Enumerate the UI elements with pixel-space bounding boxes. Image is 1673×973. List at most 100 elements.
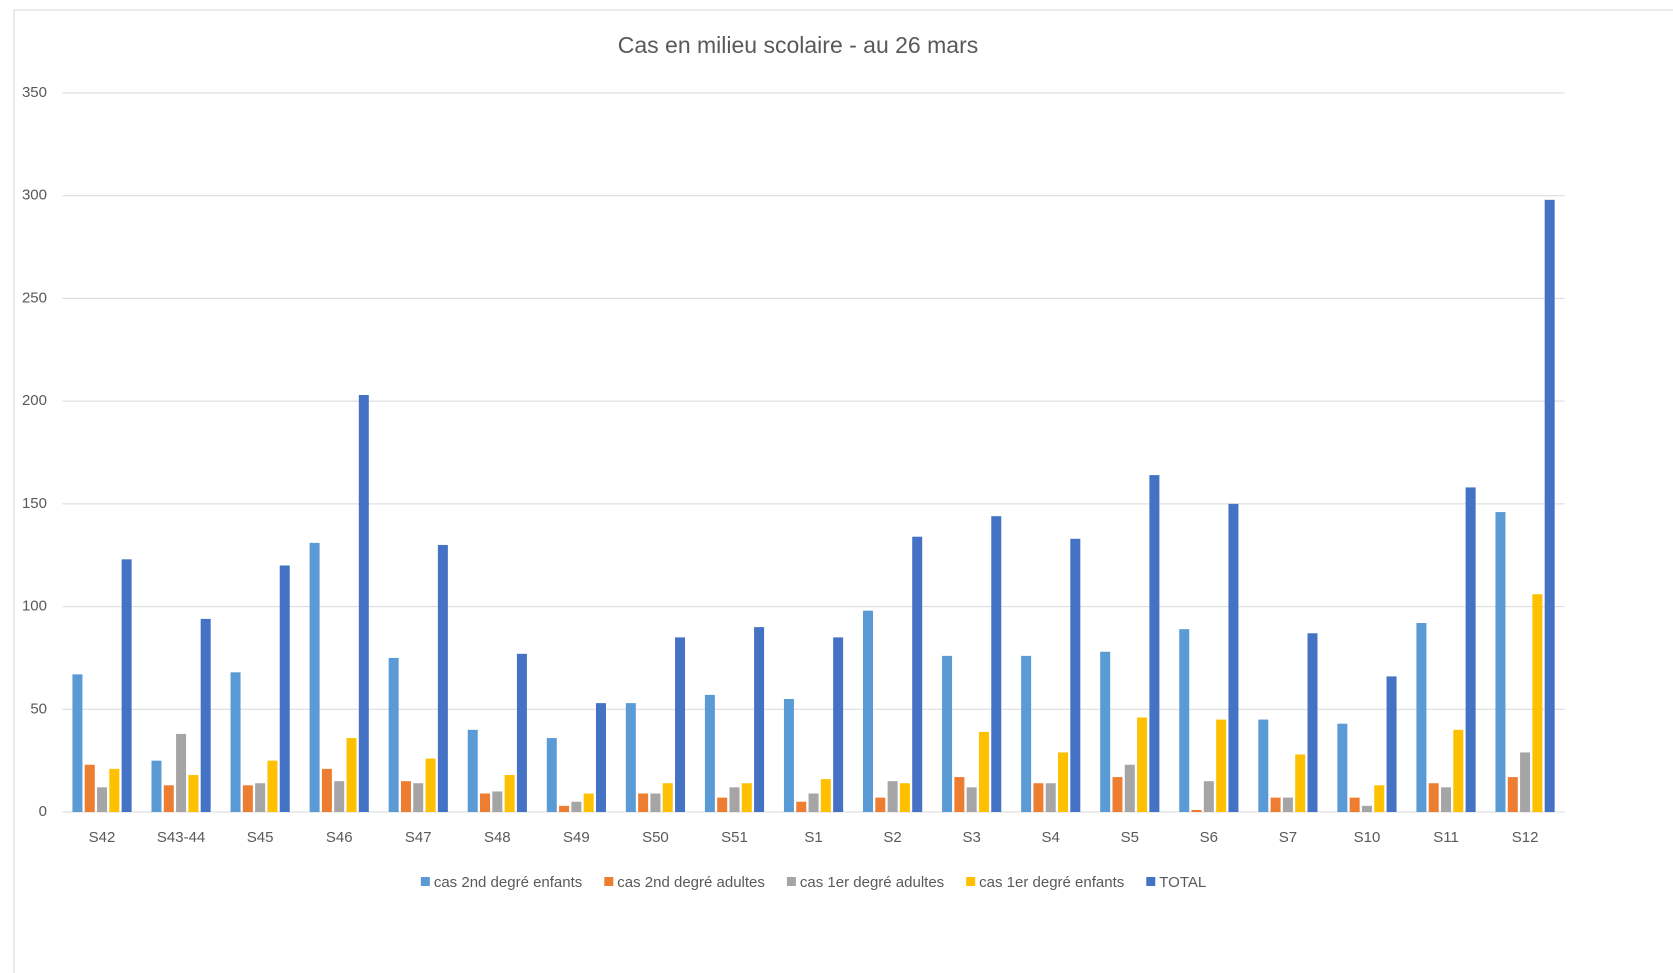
bar [571, 801, 582, 812]
bar [163, 785, 174, 812]
bar [255, 783, 266, 812]
bar [1295, 754, 1306, 812]
bar [1045, 783, 1056, 812]
bar [1258, 719, 1269, 812]
bar [717, 797, 728, 812]
x-tick-label: S45 [247, 829, 274, 846]
bar [200, 618, 211, 812]
y-tick-label: 100 [22, 598, 47, 615]
legend-swatch [966, 877, 976, 886]
bar [899, 783, 910, 812]
y-tick-label: 350 [22, 84, 47, 101]
y-tick-label: 300 [22, 187, 47, 204]
bar [1349, 797, 1360, 812]
bar [1191, 809, 1202, 812]
x-tick-label: S50 [642, 829, 669, 846]
bar [1416, 623, 1427, 812]
legend-label: cas 1er degré enfants [979, 874, 1124, 891]
bar [887, 781, 898, 812]
bar [625, 703, 636, 812]
bar [754, 627, 765, 812]
bar [796, 801, 807, 812]
legend-label: cas 2nd degré enfants [434, 874, 582, 891]
bar [84, 764, 95, 812]
bar [188, 775, 199, 812]
bar [559, 805, 570, 812]
bar [504, 775, 515, 812]
bar [97, 787, 108, 812]
chart-title: Cas en milieu scolaire - au 26 mars [618, 32, 978, 58]
x-tick-label: S4 [1042, 829, 1060, 846]
bar [1112, 777, 1123, 812]
bar [1374, 785, 1385, 812]
bar [638, 793, 649, 812]
bar [942, 655, 953, 812]
bar [437, 544, 448, 812]
bar [1361, 805, 1372, 812]
bar [966, 787, 977, 812]
bar [121, 559, 132, 812]
bar [1386, 676, 1397, 812]
bar [1033, 783, 1044, 812]
bar [833, 637, 844, 812]
bar [109, 768, 120, 812]
bar [741, 783, 752, 812]
bar [546, 738, 557, 812]
bar [912, 536, 923, 812]
legend-label: cas 2nd degré adultes [617, 874, 765, 891]
bar [1532, 594, 1543, 812]
x-tick-label: S49 [563, 829, 590, 846]
bar [783, 699, 794, 812]
chart-border [13, 9, 1673, 973]
bar [242, 785, 253, 812]
bar [1544, 199, 1555, 812]
bar [729, 787, 740, 812]
x-tick-label: S1 [804, 829, 822, 846]
bar [1307, 633, 1318, 812]
bar [176, 733, 187, 812]
bar [820, 779, 831, 812]
bar [1216, 719, 1227, 812]
y-tick-label: 150 [22, 495, 47, 512]
bar [1465, 487, 1476, 812]
y-tick-label: 0 [39, 803, 47, 820]
bar [321, 768, 332, 812]
bar [1124, 764, 1135, 812]
x-tick-label: S5 [1121, 829, 1139, 846]
bar [991, 516, 1002, 812]
bar [230, 672, 241, 812]
bar [1021, 655, 1032, 812]
x-tick-label: S7 [1279, 829, 1297, 846]
x-tick-label: S46 [326, 829, 353, 846]
bar [1428, 783, 1439, 812]
bar [875, 797, 886, 812]
bar [1507, 777, 1518, 812]
bar [72, 674, 83, 812]
bar [1149, 475, 1160, 812]
x-tick-label: S42 [89, 829, 116, 846]
bar [1441, 787, 1452, 812]
y-tick-label: 200 [22, 392, 47, 409]
x-tick-label: S47 [405, 829, 432, 846]
bar [978, 731, 989, 812]
legend-label: TOTAL [1159, 874, 1206, 891]
bar [480, 793, 491, 812]
x-tick-label: S6 [1200, 829, 1218, 846]
bar [1337, 723, 1348, 812]
bar [583, 793, 594, 812]
legend-swatch [420, 877, 430, 886]
bar [863, 610, 874, 812]
x-tick-label: S2 [883, 829, 901, 846]
bar [516, 653, 527, 812]
bar [662, 783, 673, 812]
bar [309, 542, 320, 812]
bar [1100, 651, 1111, 812]
y-tick-label: 50 [30, 700, 47, 717]
x-tick-label: S10 [1354, 829, 1381, 846]
bar [1270, 797, 1281, 812]
x-tick-label: S43-44 [157, 829, 205, 846]
bar [1520, 752, 1531, 812]
bar [1495, 512, 1506, 812]
bar [704, 694, 715, 812]
